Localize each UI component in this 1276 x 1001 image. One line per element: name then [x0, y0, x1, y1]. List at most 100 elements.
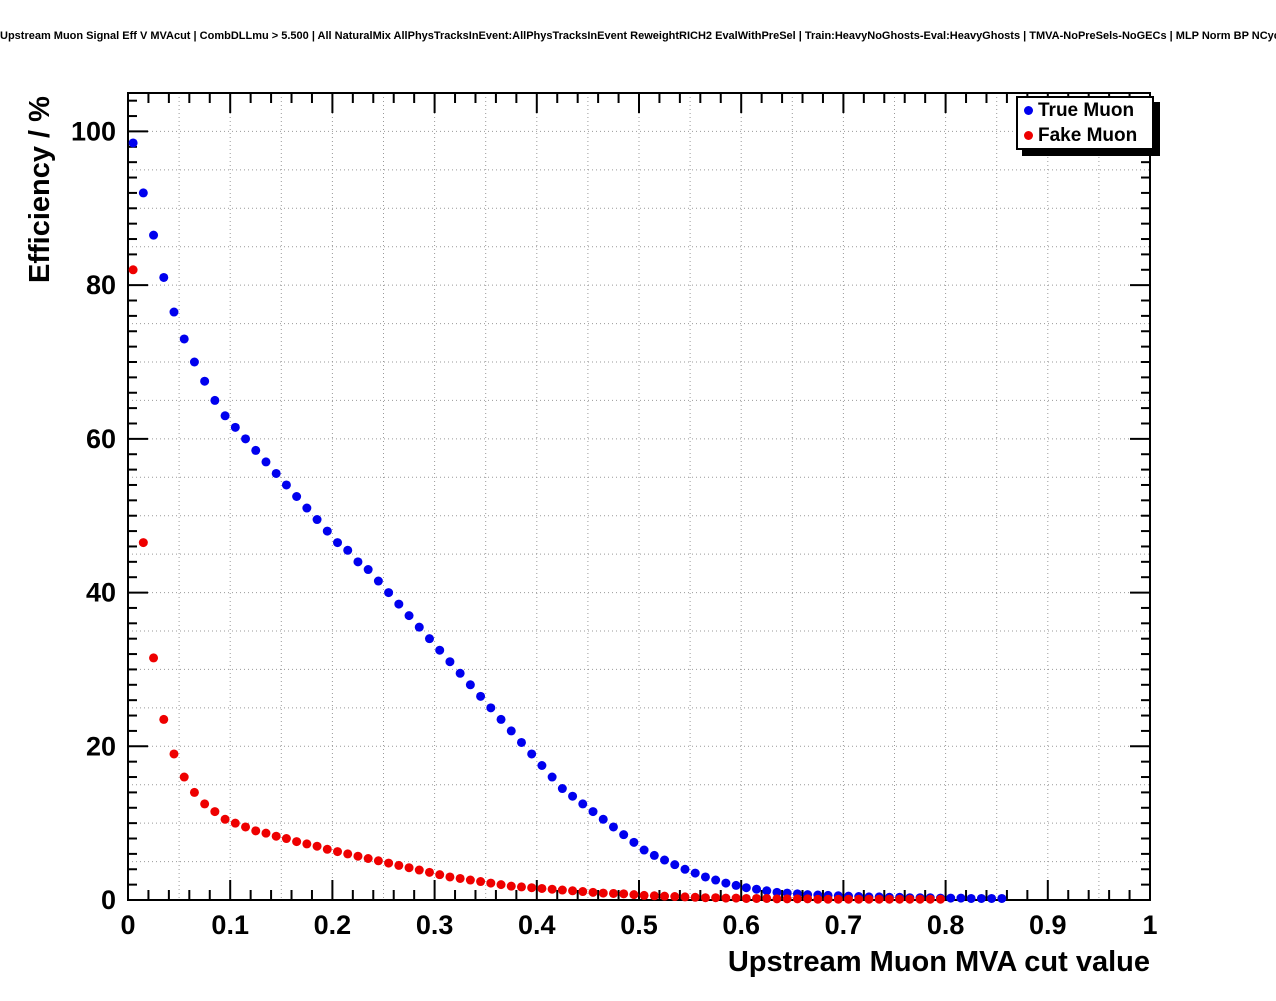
y-tick-label: 80: [86, 270, 116, 300]
data-point-fake-muon: [772, 894, 782, 904]
data-point-fake-muon: [261, 828, 271, 838]
data-point-fake-muon: [149, 653, 159, 663]
data-point-true-muon: [598, 814, 608, 824]
data-point-fake-muon: [619, 889, 629, 899]
data-point-fake-muon: [864, 894, 874, 904]
data-point-true-muon: [189, 357, 199, 367]
x-tick-label: 0.1: [211, 910, 249, 940]
data-point-fake-muon: [496, 880, 506, 890]
data-point-true-muon: [527, 749, 537, 759]
data-point-true-muon: [670, 860, 680, 870]
data-point-fake-muon: [711, 893, 721, 903]
data-point-true-muon: [333, 538, 343, 548]
data-point-fake-muon: [394, 860, 404, 870]
legend: True Muon Fake Muon: [1016, 96, 1154, 150]
data-point-fake-muon: [547, 884, 557, 894]
data-point-true-muon: [619, 830, 629, 840]
data-point-true-muon: [373, 576, 383, 586]
data-point-true-muon: [271, 468, 281, 478]
data-point-fake-muon: [128, 265, 138, 275]
data-point-fake-muon: [281, 834, 291, 844]
data-point-true-muon: [292, 492, 302, 501]
data-point-true-muon: [752, 884, 762, 894]
data-point-true-muon: [210, 395, 220, 405]
data-point-fake-muon: [333, 847, 343, 857]
data-point-true-muon: [261, 457, 271, 467]
data-point-true-muon: [476, 691, 486, 701]
data-point-fake-muon: [915, 894, 925, 904]
data-point-true-muon: [343, 545, 353, 555]
data-point-fake-muon: [895, 894, 905, 904]
data-point-fake-muon: [363, 853, 373, 863]
data-point-true-muon: [946, 893, 956, 903]
data-point-true-muon: [384, 588, 394, 598]
data-point-true-muon: [690, 868, 700, 878]
legend-label: Fake Muon: [1038, 124, 1138, 146]
data-point-fake-muon: [782, 894, 792, 904]
data-point-true-muon: [149, 230, 159, 240]
data-point-true-muon: [200, 376, 210, 386]
data-point-fake-muon: [680, 892, 690, 902]
data-point-true-muon: [496, 714, 506, 724]
data-point-fake-muon: [445, 872, 455, 882]
x-tick-label: 0.4: [518, 910, 556, 940]
data-point-fake-muon: [302, 839, 312, 849]
data-point-true-muon: [700, 872, 710, 882]
data-point-true-muon: [680, 864, 690, 874]
data-point-fake-muon: [210, 807, 220, 817]
data-point-fake-muon: [792, 894, 802, 904]
data-point-fake-muon: [752, 893, 762, 903]
data-point-fake-muon: [189, 787, 199, 797]
data-point-fake-muon: [813, 894, 823, 904]
data-point-true-muon: [465, 680, 475, 690]
data-point-fake-muon: [516, 882, 526, 892]
data-point-fake-muon: [578, 887, 588, 897]
y-tick-label: 0: [101, 885, 116, 915]
data-point-true-muon: [302, 503, 312, 513]
data-point-fake-muon: [527, 883, 537, 893]
data-point-fake-muon: [670, 892, 680, 902]
data-point-true-muon: [976, 893, 986, 903]
data-point-fake-muon: [169, 749, 179, 759]
data-point-true-muon: [179, 334, 189, 344]
data-point-fake-muon: [424, 867, 434, 877]
y-tick-label: 60: [86, 424, 116, 454]
data-point-true-muon: [435, 645, 445, 655]
data-point-true-muon: [363, 565, 373, 575]
data-point-fake-muon: [639, 890, 649, 900]
y-tick-label: 100: [71, 116, 116, 146]
data-point-fake-muon: [721, 893, 731, 903]
data-point-true-muon: [516, 737, 526, 747]
data-point-fake-muon: [803, 894, 813, 904]
data-point-fake-muon: [598, 888, 608, 898]
data-point-fake-muon: [343, 849, 353, 859]
data-point-true-muon: [578, 799, 588, 809]
data-point-true-muon: [772, 887, 782, 897]
x-tick-label: 0.2: [314, 910, 352, 940]
data-point-true-muon: [608, 822, 618, 832]
data-point-fake-muon: [741, 893, 751, 903]
data-point-fake-muon: [660, 891, 670, 901]
data-point-fake-muon: [844, 894, 854, 904]
data-point-fake-muon: [384, 858, 394, 868]
data-point-true-muon: [128, 138, 138, 148]
data-point-true-muon: [987, 893, 997, 903]
data-point-true-muon: [557, 784, 567, 794]
x-tick-label: 0.9: [1029, 910, 1067, 940]
data-point-fake-muon: [700, 893, 710, 903]
data-point-true-muon: [169, 307, 179, 317]
data-point-fake-muon: [476, 877, 486, 887]
data-point-fake-muon: [271, 831, 281, 841]
plot-background: [128, 93, 1150, 900]
data-point-fake-muon: [690, 892, 700, 902]
data-point-fake-muon: [486, 878, 496, 888]
data-point-fake-muon: [138, 538, 148, 548]
y-tick-label: 40: [86, 578, 116, 608]
legend-entry-true-muon: True Muon: [1018, 98, 1152, 123]
data-point-fake-muon: [353, 851, 363, 861]
x-tick-label: 0: [120, 910, 135, 940]
x-axis-title: Upstream Muon MVA cut value: [727, 946, 1150, 978]
data-point-true-muon: [455, 668, 465, 678]
